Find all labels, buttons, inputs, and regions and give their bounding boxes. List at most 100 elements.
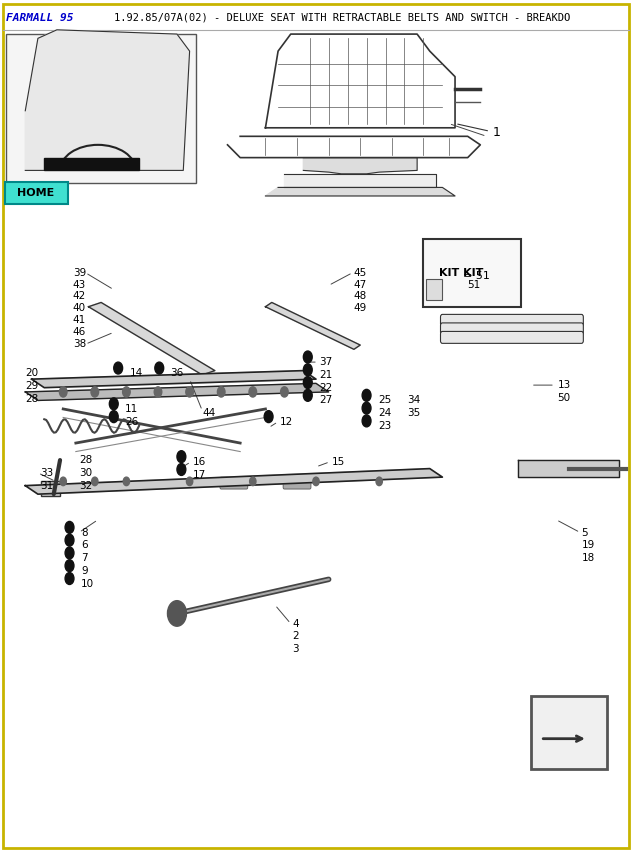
Polygon shape xyxy=(228,136,480,158)
Circle shape xyxy=(303,364,312,376)
Circle shape xyxy=(154,387,162,397)
Text: 28: 28 xyxy=(25,394,39,404)
Text: 46: 46 xyxy=(73,327,86,337)
Polygon shape xyxy=(284,174,436,187)
Bar xyxy=(6,34,196,183)
FancyBboxPatch shape xyxy=(220,477,248,489)
Text: 34: 34 xyxy=(408,395,421,406)
Bar xyxy=(531,696,607,769)
Bar xyxy=(423,239,521,307)
Text: 21: 21 xyxy=(319,370,332,380)
Text: 39: 39 xyxy=(73,268,86,278)
Text: 44: 44 xyxy=(202,408,216,418)
Text: 10: 10 xyxy=(81,579,94,589)
Circle shape xyxy=(114,362,123,374)
Text: 15: 15 xyxy=(332,457,345,467)
Text: 33: 33 xyxy=(40,468,53,478)
Text: 12: 12 xyxy=(280,417,293,427)
Circle shape xyxy=(362,389,371,401)
Text: 24: 24 xyxy=(378,408,391,418)
Text: 1: 1 xyxy=(458,124,501,140)
Circle shape xyxy=(123,387,130,397)
Circle shape xyxy=(167,601,186,626)
Text: 38: 38 xyxy=(73,339,86,349)
Text: 17: 17 xyxy=(193,469,206,480)
Circle shape xyxy=(303,351,312,363)
Circle shape xyxy=(362,402,371,414)
Text: 42: 42 xyxy=(73,291,86,302)
Circle shape xyxy=(249,387,257,397)
Polygon shape xyxy=(265,34,455,128)
Text: 11: 11 xyxy=(125,404,138,414)
Circle shape xyxy=(109,411,118,423)
Text: 6: 6 xyxy=(81,540,87,550)
Polygon shape xyxy=(25,469,442,494)
FancyBboxPatch shape xyxy=(441,314,583,326)
Text: HOME: HOME xyxy=(18,188,54,199)
Circle shape xyxy=(281,387,288,397)
Text: 50: 50 xyxy=(557,393,571,403)
FancyBboxPatch shape xyxy=(5,182,68,204)
Text: 40: 40 xyxy=(73,303,86,314)
Polygon shape xyxy=(518,460,619,477)
Text: 3: 3 xyxy=(293,644,299,654)
Text: 8: 8 xyxy=(81,527,87,538)
Text: KIT KIT: KIT KIT xyxy=(439,268,483,278)
Circle shape xyxy=(65,573,74,584)
Circle shape xyxy=(65,521,74,533)
Circle shape xyxy=(186,387,193,397)
Bar xyxy=(426,279,442,300)
Circle shape xyxy=(177,463,186,475)
Circle shape xyxy=(250,477,256,486)
Text: 22: 22 xyxy=(319,383,332,393)
Polygon shape xyxy=(265,187,455,196)
Text: 14: 14 xyxy=(130,368,143,378)
Circle shape xyxy=(177,451,186,463)
Text: FARMALL 95: FARMALL 95 xyxy=(6,13,74,23)
Circle shape xyxy=(109,398,118,410)
Text: 23: 23 xyxy=(378,421,391,431)
Circle shape xyxy=(65,534,74,546)
Text: 27: 27 xyxy=(319,395,332,406)
Text: 32: 32 xyxy=(79,481,92,491)
Text: 47: 47 xyxy=(354,279,367,290)
Text: 48: 48 xyxy=(354,291,367,302)
Circle shape xyxy=(186,477,193,486)
FancyBboxPatch shape xyxy=(441,331,583,343)
Circle shape xyxy=(59,387,67,397)
Text: 36: 36 xyxy=(171,368,184,378)
Text: 25: 25 xyxy=(378,395,391,406)
Text: 16: 16 xyxy=(193,457,206,467)
Text: 9: 9 xyxy=(81,566,87,576)
Circle shape xyxy=(155,362,164,374)
Text: 29: 29 xyxy=(25,381,39,391)
Bar xyxy=(41,481,60,496)
Circle shape xyxy=(65,547,74,559)
Polygon shape xyxy=(44,158,139,170)
Text: 28: 28 xyxy=(79,455,92,465)
Polygon shape xyxy=(25,30,190,170)
Text: 7: 7 xyxy=(81,553,87,563)
Circle shape xyxy=(217,387,225,397)
Text: 49: 49 xyxy=(354,303,367,314)
Circle shape xyxy=(303,377,312,389)
Text: 20: 20 xyxy=(25,368,39,378)
Polygon shape xyxy=(265,302,360,349)
Text: 43: 43 xyxy=(73,279,86,290)
Circle shape xyxy=(376,477,382,486)
Circle shape xyxy=(303,389,312,401)
Text: 35: 35 xyxy=(408,408,421,418)
Circle shape xyxy=(91,387,99,397)
Text: 31: 31 xyxy=(40,481,53,491)
Circle shape xyxy=(65,560,74,572)
Text: 41: 41 xyxy=(73,315,86,325)
Circle shape xyxy=(362,415,371,427)
Text: 26: 26 xyxy=(125,417,138,427)
Text: 30: 30 xyxy=(79,468,92,478)
Text: = 51: = 51 xyxy=(463,271,490,281)
Text: 13: 13 xyxy=(557,380,571,390)
Polygon shape xyxy=(25,383,329,400)
Circle shape xyxy=(123,477,130,486)
FancyBboxPatch shape xyxy=(283,477,311,489)
Circle shape xyxy=(60,477,66,486)
